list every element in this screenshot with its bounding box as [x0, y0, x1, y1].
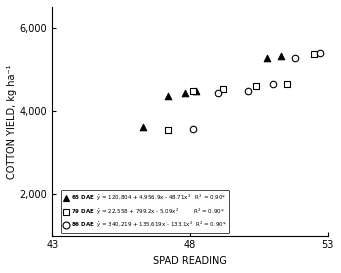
- Point: [270, 82, 276, 87]
- Point: [140, 124, 146, 129]
- Point: [190, 89, 196, 94]
- Point: [215, 91, 220, 96]
- Point: [292, 55, 298, 60]
- Point: [284, 82, 289, 87]
- Y-axis label: COTTON YIELD, kg ha⁻¹: COTTON YIELD, kg ha⁻¹: [7, 64, 17, 179]
- Point: [190, 127, 196, 131]
- Point: [311, 52, 317, 57]
- Point: [220, 87, 226, 91]
- Legend: $\bf{65\ DAE}$  $\hat{y}$ = 120,804 + 4,956.9x - 48.71x$^2$   R$^2$ = 0.90*, $\b: $\bf{65\ DAE}$ $\hat{y}$ = 120,804 + 4,9…: [61, 190, 229, 233]
- X-axis label: SPAD READING: SPAD READING: [153, 256, 227, 266]
- Point: [317, 51, 322, 55]
- Point: [253, 84, 259, 88]
- Point: [245, 88, 251, 93]
- Point: [165, 128, 171, 133]
- Point: [278, 54, 284, 58]
- Point: [265, 55, 270, 60]
- Point: [193, 89, 198, 94]
- Point: [165, 94, 171, 99]
- Point: [182, 91, 187, 96]
